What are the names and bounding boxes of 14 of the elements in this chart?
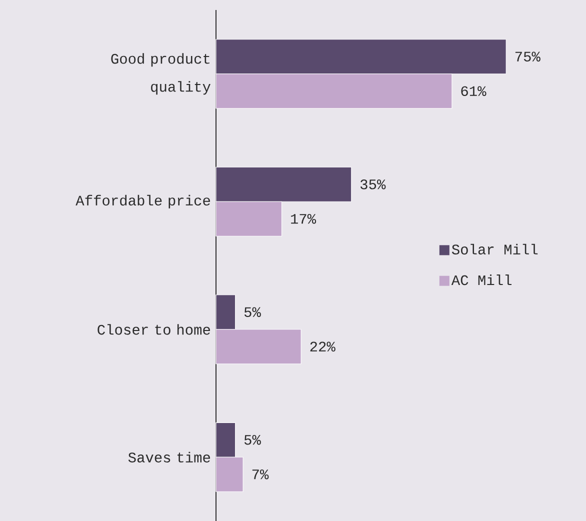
y-tick-label: Saves time: [128, 452, 210, 462]
data-label: 35%: [360, 179, 386, 190]
data-label: 61%: [461, 86, 486, 96]
data-label: 22%: [310, 342, 336, 352]
data-label: 75%: [515, 52, 540, 62]
data-label: 5%: [244, 434, 261, 445]
data-label: 7%: [252, 470, 269, 480]
y-tick-label: Affordable price: [76, 194, 210, 208]
data-label: 17%: [291, 214, 316, 224]
y-tick-label: Good product quality: [111, 53, 210, 95]
legend-label: AC Mill: [451, 274, 512, 286]
y-tick-label: Closer to home: [98, 324, 210, 335]
legend-label: Solar Mill: [452, 244, 538, 254]
data-label: 5%: [244, 307, 261, 318]
